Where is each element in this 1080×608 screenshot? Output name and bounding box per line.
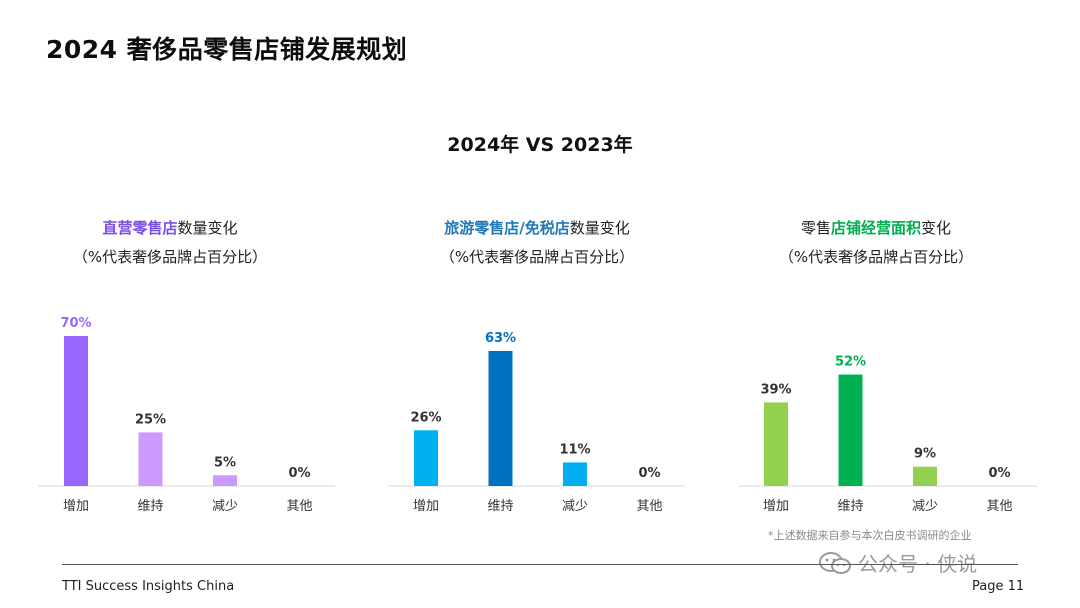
category-label: 减少 bbox=[562, 499, 588, 514]
bar-direct-stores-0 bbox=[64, 336, 88, 486]
category-label: 其他 bbox=[986, 499, 1012, 514]
panel-heading-direct-stores: 直营零售店数量变化 （%代表奢侈品牌占百分比） bbox=[70, 214, 270, 272]
panel-heading-store-area: 零售店铺经营面积变化 （%代表奢侈品牌占百分比） bbox=[776, 214, 976, 272]
watermark-text: 公众号 · 侠说 bbox=[858, 552, 978, 576]
bar-direct-stores-1 bbox=[138, 432, 163, 486]
page-number: Page 11 bbox=[972, 579, 1025, 594]
data-label: 11% bbox=[559, 442, 590, 457]
category-label: 减少 bbox=[912, 499, 938, 514]
data-label: 0% bbox=[638, 466, 660, 481]
category-label: 维持 bbox=[137, 499, 163, 514]
bar-store-area-0 bbox=[764, 402, 788, 486]
category-label: 维持 bbox=[837, 499, 863, 514]
panel-heading-sub: （%代表奢侈品牌占百分比） bbox=[778, 248, 974, 266]
data-label: 25% bbox=[135, 412, 166, 427]
footnote: *上述数据来自参与本次白皮书调研的企业 bbox=[768, 529, 972, 542]
panel-heading-rest: 数量变化 bbox=[569, 219, 630, 237]
panel-heading-travel-retail: 旅游零售店/免税店数量变化 （%代表奢侈品牌占百分比） bbox=[417, 214, 657, 272]
category-label: 增加 bbox=[763, 499, 789, 514]
bar-travel-retail-1 bbox=[488, 351, 513, 486]
panel-heading-highlight: 直营零售店 bbox=[102, 219, 178, 237]
panel-heading-sub: （%代表奢侈品牌占百分比） bbox=[439, 248, 635, 266]
data-label: 0% bbox=[288, 466, 310, 481]
panel-heading-prefix: 零售 bbox=[800, 219, 831, 237]
data-label: 9% bbox=[914, 447, 936, 462]
chart-subtitle: 2024年 VS 2023年 bbox=[447, 134, 633, 156]
data-label: 70% bbox=[60, 316, 91, 331]
panel-heading-highlight: 店铺经营面积 bbox=[830, 219, 921, 237]
bar-store-area-1 bbox=[838, 374, 863, 486]
bar-travel-retail-0 bbox=[414, 430, 438, 486]
watermark: 公众号 · 侠说 bbox=[818, 548, 977, 577]
bar-travel-retail-2 bbox=[563, 462, 587, 486]
panel-heading-rest: 数量变化 bbox=[177, 219, 238, 237]
data-label: 63% bbox=[485, 331, 516, 346]
data-label: 26% bbox=[410, 410, 441, 425]
category-label: 增加 bbox=[63, 499, 89, 514]
page-title: 2024 奢侈品零售店铺发展规划 bbox=[46, 35, 408, 64]
data-label: 5% bbox=[214, 455, 236, 470]
chart-store-area: 39% 增加 52% 维持 9% 减少 0% 其他 bbox=[738, 355, 1038, 514]
data-label: 52% bbox=[835, 355, 866, 370]
chart-travel-retail: 26% 增加 63% 维持 11% 减少 0% 其他 bbox=[388, 331, 685, 514]
data-label: 39% bbox=[760, 382, 791, 397]
data-label: 0% bbox=[988, 466, 1010, 481]
footer-company: TTI Success Insights China bbox=[62, 579, 235, 594]
chart-direct-stores: 70% 增加 25% 维持 5% 减少 0% 其他 bbox=[38, 316, 335, 514]
wechat-icon bbox=[819, 551, 851, 574]
bar-direct-stores-2 bbox=[213, 475, 237, 486]
category-label: 其他 bbox=[636, 499, 662, 514]
category-label: 其他 bbox=[286, 499, 312, 514]
footer-divider bbox=[62, 564, 1018, 565]
panel-heading-sub: （%代表奢侈品牌占百分比） bbox=[72, 248, 268, 266]
panel-heading-highlight: 旅游零售店/免税店 bbox=[444, 219, 570, 237]
category-label: 维持 bbox=[487, 499, 513, 514]
bar-store-area-2 bbox=[913, 466, 937, 486]
category-label: 增加 bbox=[413, 499, 439, 514]
category-label: 减少 bbox=[212, 499, 238, 514]
panel-heading-rest: 变化 bbox=[921, 219, 952, 237]
